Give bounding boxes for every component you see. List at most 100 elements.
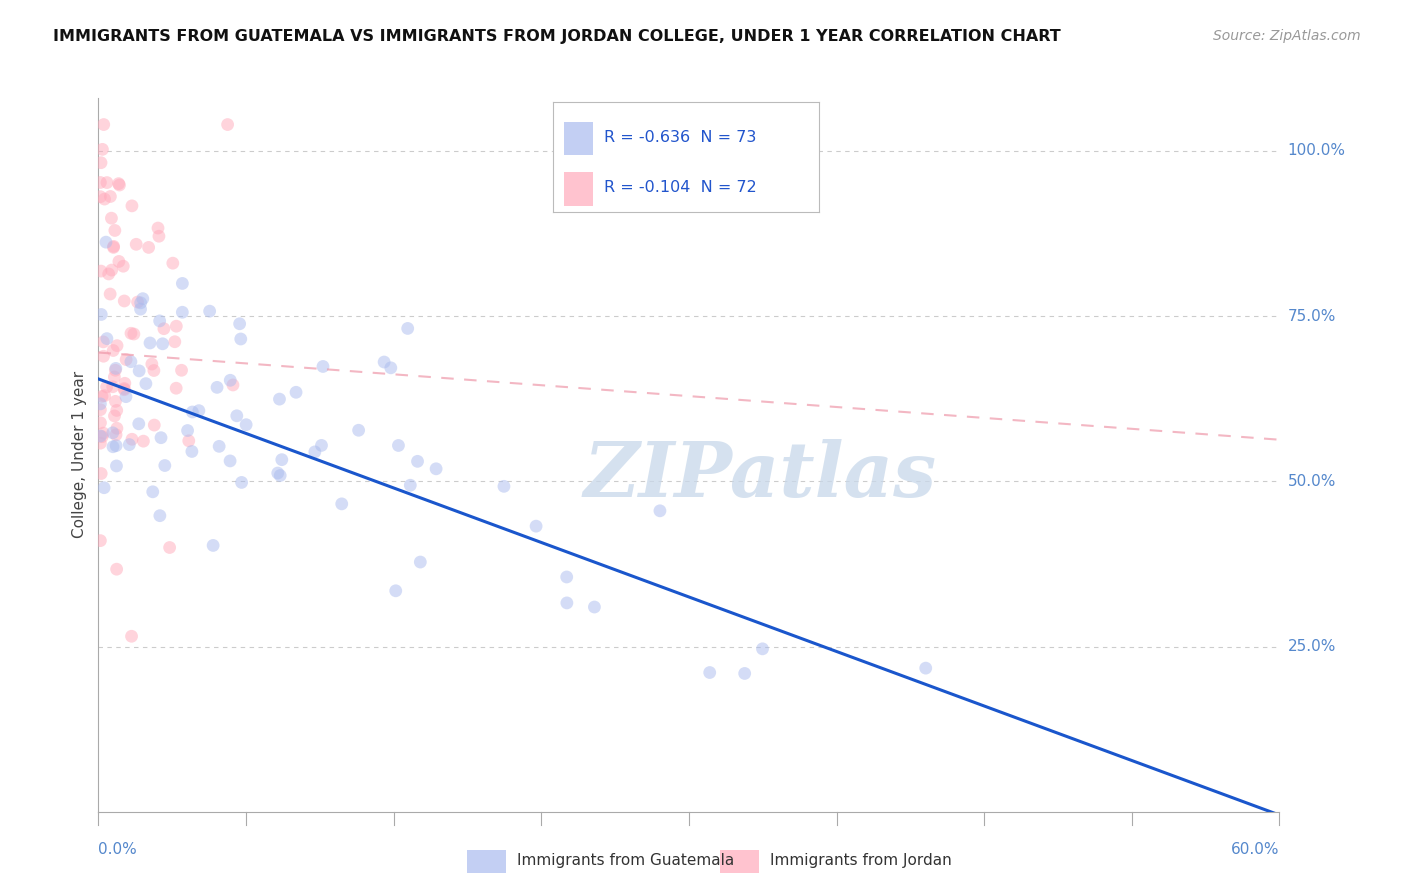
Point [143,418,166,433]
Point [128,364,150,378]
Point [108,178,131,192]
Bar [720,850,759,873]
Point [347,423,370,437]
Point [141,357,163,371]
Point [285,385,308,400]
Point [103,239,125,253]
Point [127,295,149,310]
Point [165,319,187,334]
Point [120,354,142,368]
Point [105,439,128,453]
Point [100,263,122,277]
Point [118,437,141,451]
Point [914,661,936,675]
Point [187,403,209,417]
Point [96,380,118,394]
Point [267,466,290,480]
Point [91,142,114,156]
Point [104,363,127,377]
Point [89,436,111,450]
Point [699,665,721,680]
Text: 50.0%: 50.0% [1288,474,1336,489]
Point [142,484,165,499]
Point [103,409,125,423]
Point [114,376,136,391]
Point [91,430,114,444]
Point [150,431,173,445]
Text: 100.0%: 100.0% [1288,144,1346,159]
Point [132,434,155,449]
Point [205,380,228,394]
Point [101,425,124,440]
Point [90,467,112,481]
Point [181,405,204,419]
Point [90,155,112,169]
Point [91,389,114,403]
Point [208,439,231,453]
Text: Immigrants from Guatemala: Immigrants from Guatemala [517,854,735,868]
Point [425,462,447,476]
Point [103,343,125,358]
Point [312,359,335,374]
Point [217,118,239,132]
Point [555,570,578,584]
Point [153,458,176,473]
Point [105,562,128,576]
Point [163,334,186,349]
Point [93,349,115,363]
Point [93,481,115,495]
Point [112,259,135,273]
Point [128,417,150,431]
Point [524,519,547,533]
Point [104,394,127,409]
Point [409,555,432,569]
Point [132,292,155,306]
Point [202,538,225,552]
Point [108,254,131,268]
Point [148,229,170,244]
Point [492,479,515,493]
Point [105,421,128,435]
Point [93,426,115,441]
Bar [467,850,506,873]
Point [373,355,395,369]
Text: 0.0%: 0.0% [98,842,138,857]
Point [180,444,202,458]
Point [121,432,143,446]
Point [751,641,773,656]
Point [105,403,128,417]
Point [112,293,135,308]
Point [304,445,326,459]
Point [89,429,111,443]
Point [90,308,112,322]
Point [152,336,174,351]
Point [399,478,422,492]
Point [93,389,115,403]
Point [222,378,245,392]
Point [734,666,756,681]
Point [219,373,242,387]
Point [330,497,353,511]
Point [101,380,124,394]
Point [149,314,172,328]
Point [93,118,115,132]
Point [112,382,135,396]
Point [98,287,121,301]
Point [121,199,143,213]
Point [198,304,221,318]
Point [104,361,127,376]
Point [129,296,152,310]
Point [225,409,247,423]
Point [115,390,138,404]
Point [172,277,194,291]
Point [107,177,129,191]
Point [176,424,198,438]
Point [228,317,250,331]
Point [89,397,111,411]
Point [135,376,157,391]
Point [101,440,124,454]
Point [96,176,118,190]
Point [270,452,292,467]
Point [139,335,162,350]
Point [219,454,242,468]
